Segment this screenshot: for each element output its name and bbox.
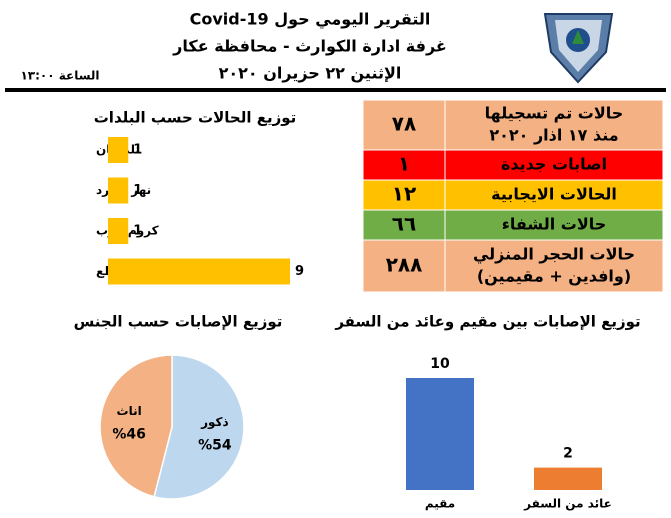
table-value: ١٢ — [392, 182, 416, 206]
slice-value: %54 — [198, 437, 232, 453]
category-label: مقيم — [425, 497, 455, 511]
subtitle: غرفة ادارة الكوارث - محافظة عكار — [172, 37, 447, 56]
chart-title: توزيع الإصابات حسب الجنس — [74, 313, 283, 331]
bar — [108, 258, 290, 285]
table-value: ١ — [398, 152, 410, 176]
bar — [108, 177, 129, 204]
value-label: 1 — [133, 183, 142, 198]
pie-slice — [153, 354, 245, 500]
table-value: ٢٨٨ — [386, 253, 423, 277]
table-label: حالات الشفاء — [502, 215, 607, 234]
chart-title: توزيع الإصابات بين مقيم وعائد من السفر — [334, 313, 640, 331]
bar — [534, 467, 602, 490]
slice-value: %46 — [112, 427, 146, 443]
table-label: منذ ١٧ اذار ٢٠٢٠ — [489, 126, 618, 145]
time: الساعة ١٣:٠٠ — [20, 69, 99, 83]
table-label: حالات الحجر المنزلي — [473, 245, 635, 265]
value-label: 1 — [133, 143, 142, 158]
slice-name: ذكور — [200, 415, 229, 430]
slice-name: اناث — [117, 404, 142, 418]
table-label: الحالات الايجابية — [491, 185, 617, 204]
table-label: (وافدين + مقيمين) — [477, 267, 631, 286]
table-row — [362, 239, 664, 293]
value-label: 9 — [295, 264, 304, 279]
bar — [108, 137, 129, 163]
bar — [406, 378, 474, 490]
table-label: حالات تم تسجيلها — [485, 104, 624, 123]
value-label: 2 — [563, 446, 573, 462]
divider — [5, 88, 666, 92]
table-row — [362, 99, 664, 151]
value-label: 10 — [430, 356, 450, 372]
category-label: عائد من السفر — [523, 497, 612, 511]
date: الإثنين ٢٢ حزيران ٢٠٢٠ — [219, 64, 402, 83]
value-label: 1 — [133, 224, 142, 239]
table-value: ٧٨ — [392, 112, 416, 136]
table-value: ٦٦ — [392, 212, 416, 236]
table-label: اصابات جديدة — [501, 155, 607, 174]
pie-slice — [99, 354, 173, 498]
bar — [108, 218, 129, 244]
title: التقرير اليومي حول Covid-19 — [190, 10, 431, 30]
chart-title: توزيع الحالات حسب البلدات — [94, 109, 297, 127]
logo — [543, 13, 614, 84]
